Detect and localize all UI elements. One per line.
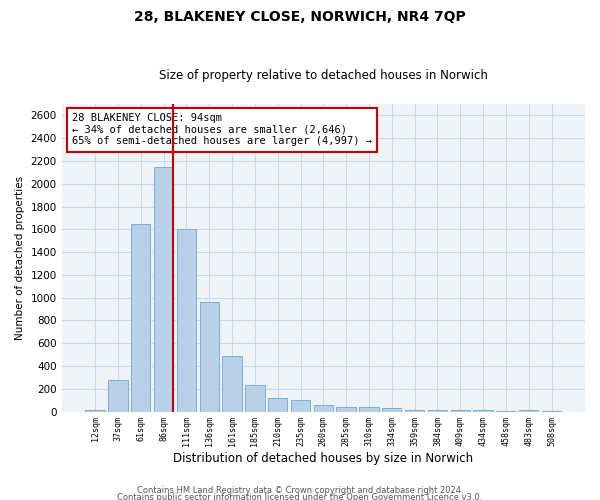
Y-axis label: Number of detached properties: Number of detached properties: [15, 176, 25, 340]
Bar: [245, 385, 265, 411]
Bar: [428, 410, 447, 412]
Bar: [405, 410, 424, 412]
Title: Size of property relative to detached houses in Norwich: Size of property relative to detached ho…: [159, 69, 488, 82]
Text: 28, BLAKENEY CLOSE, NORWICH, NR4 7QP: 28, BLAKENEY CLOSE, NORWICH, NR4 7QP: [134, 10, 466, 24]
X-axis label: Distribution of detached houses by size in Norwich: Distribution of detached houses by size …: [173, 452, 473, 465]
Bar: [177, 230, 196, 412]
Bar: [359, 407, 379, 412]
Bar: [451, 410, 470, 412]
Bar: [542, 411, 561, 412]
Bar: [200, 302, 219, 412]
Bar: [85, 410, 105, 412]
Text: Contains public sector information licensed under the Open Government Licence v3: Contains public sector information licen…: [118, 494, 482, 500]
Bar: [496, 411, 515, 412]
Bar: [337, 407, 356, 412]
Bar: [131, 224, 151, 412]
Bar: [291, 400, 310, 411]
Bar: [154, 166, 173, 412]
Bar: [268, 398, 287, 411]
Bar: [223, 356, 242, 412]
Text: 28 BLAKENEY CLOSE: 94sqm
← 34% of detached houses are smaller (2,646)
65% of sem: 28 BLAKENEY CLOSE: 94sqm ← 34% of detach…: [72, 113, 372, 146]
Bar: [382, 408, 401, 412]
Bar: [473, 410, 493, 412]
Bar: [108, 380, 128, 412]
Bar: [519, 410, 538, 412]
Bar: [314, 404, 333, 411]
Text: Contains HM Land Registry data © Crown copyright and database right 2024.: Contains HM Land Registry data © Crown c…: [137, 486, 463, 495]
